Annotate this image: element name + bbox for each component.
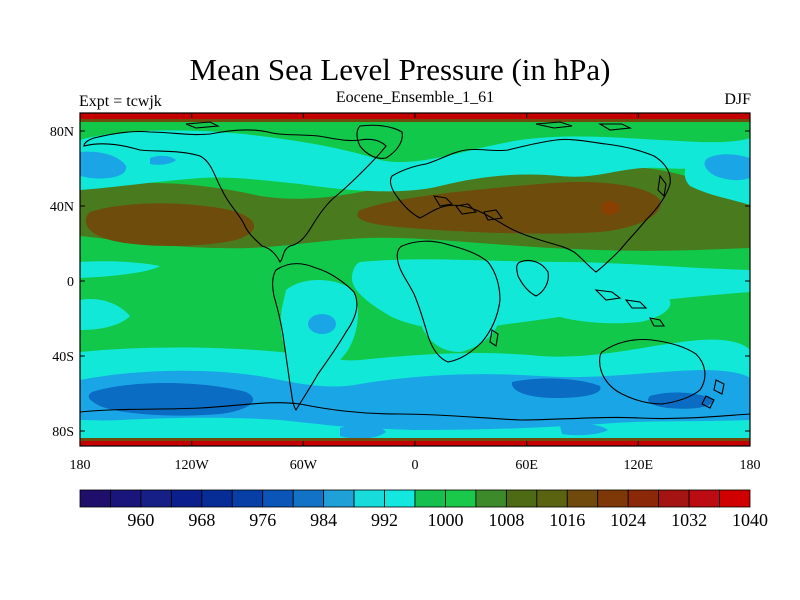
x-tick-label: 120W <box>175 458 210 473</box>
coast-europe-asia <box>389 138 671 273</box>
colorbar-swatch <box>262 489 294 508</box>
y-tick-label: 80N <box>50 125 74 140</box>
colorbar-label: 1040 <box>732 510 768 530</box>
field-cap-south-edge <box>80 438 750 441</box>
colorbar-label: 960 <box>127 510 154 530</box>
coast-north-america <box>83 129 387 263</box>
x-tick-label: 60W <box>290 458 318 473</box>
coast-africa <box>396 240 501 363</box>
field-high-max <box>601 201 619 215</box>
colorbar-swatch <box>658 489 690 508</box>
ensemble-label: Eocene_Ensemble_1_61 <box>335 89 495 106</box>
field-lower-antarctic-2 <box>560 423 608 436</box>
field-lower-arctic-east <box>704 154 750 181</box>
latitude-axis: 80N 40N 0 40S 80S <box>50 125 750 440</box>
x-tick-label: 0 <box>412 458 419 473</box>
colorbar-swatch <box>140 489 172 508</box>
colorbar-swatch <box>323 489 355 508</box>
colorbar-swatch <box>566 489 599 508</box>
colorbar-label: 1008 <box>488 510 524 530</box>
colorbar-swatch <box>79 489 111 508</box>
field-low-pacific-w <box>80 298 130 330</box>
colorbar-swatch <box>414 489 446 508</box>
colorbar-swatch <box>536 489 568 508</box>
colorbar-label: 1000 <box>427 510 463 530</box>
colorbar-label: 992 <box>371 510 398 530</box>
y-tick-label: 40S <box>52 350 74 365</box>
colorbar-swatch <box>110 489 142 508</box>
colorbar-swatch <box>688 489 720 508</box>
coast-south-america <box>272 263 358 412</box>
colorbar: 960 968 976 984 992 1000 1008 1016 1024 1032 1040 <box>79 489 768 530</box>
map-title: Mean Sea Level Pressure (in hPa) <box>189 52 611 87</box>
x-tick-label: 180 <box>70 458 91 473</box>
colorbar-swatch <box>475 489 507 508</box>
coast-arctic-islands <box>185 121 632 131</box>
experiment-label: Expt = tcwjk <box>79 93 162 110</box>
coast-japan <box>657 174 667 198</box>
colorbar-label: 1024 <box>610 510 646 530</box>
colorbar-label: 968 <box>188 510 215 530</box>
x-tick-label: 60E <box>515 458 538 473</box>
coast-antarctica <box>80 402 750 421</box>
longitude-axis: 180 120W 60W 0 60E 120E 180 <box>70 113 761 473</box>
field-lower-arctic-west <box>80 151 127 179</box>
y-tick-label: 40N <box>50 200 74 215</box>
colorbar-swatch <box>201 489 233 508</box>
colorbar-label: 976 <box>249 510 276 530</box>
colorbar-swatch <box>505 489 538 508</box>
coast-europe-islands <box>432 195 503 221</box>
y-tick-label: 80S <box>52 425 74 440</box>
field-high-core-west <box>85 203 255 246</box>
field-low-africa <box>420 297 499 352</box>
field-lower-antarctic-1 <box>340 424 386 439</box>
coast-india <box>516 259 549 297</box>
coastlines <box>80 121 750 421</box>
coast-australia <box>599 338 706 405</box>
colorbar-swatch <box>353 489 385 508</box>
coast-indonesia <box>594 289 666 327</box>
colorbar-swatch <box>231 489 264 508</box>
field-lowest-south-e2 <box>648 392 714 409</box>
colorbar-label: 984 <box>310 510 337 530</box>
colorbar-label: 1016 <box>549 510 585 530</box>
season-label: DJF <box>724 91 751 108</box>
colorbar-swatch <box>445 489 477 508</box>
coast-madagascar <box>489 329 499 347</box>
field-low-indo <box>540 288 671 324</box>
field-lower-samerica <box>308 314 336 334</box>
field-high-core-east <box>357 181 661 234</box>
colorbar-swatch <box>170 489 203 508</box>
field-cap-north-edge <box>80 119 750 122</box>
x-tick-label: 180 <box>740 458 761 473</box>
field-low-tropics-west <box>80 261 160 278</box>
colorbar-swatch <box>597 489 629 508</box>
field-low-north <box>80 130 750 192</box>
x-tick-label: 120E <box>624 458 654 473</box>
colorbar-swatch <box>384 489 416 508</box>
pressure-field <box>80 113 750 446</box>
colorbar-label: 1032 <box>671 510 707 530</box>
field-lowest-south-e <box>511 378 601 398</box>
coast-greenland <box>356 124 403 159</box>
y-tick-label: 0 <box>67 275 74 290</box>
colorbar-swatch <box>292 489 325 508</box>
colorbar-swatch <box>627 489 660 508</box>
coast-new-zealand <box>701 379 725 409</box>
field-lower-arctic-mid <box>150 155 176 165</box>
colorbar-swatch <box>719 489 751 508</box>
